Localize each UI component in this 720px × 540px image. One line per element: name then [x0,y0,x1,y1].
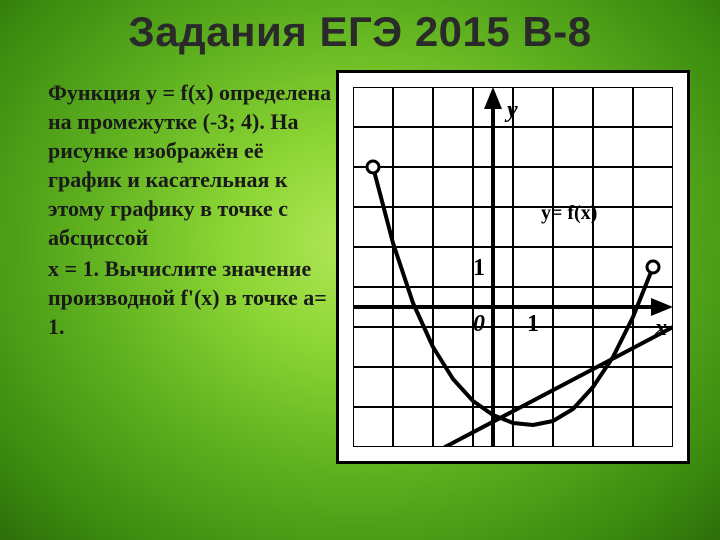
svg-text:y= f(x): y= f(x) [541,202,597,224]
slide: Задания ЕГЭ 2015 В-8 Функция у = f(x) оп… [0,0,720,540]
function-chart: y x 0 1 1 y= f(x) [353,87,673,447]
chart-container: y x 0 1 1 y= f(x) [336,70,690,464]
problem-paragraph-1: Функция у = f(x) определена на промежутк… [48,78,338,252]
page-title: Задания ЕГЭ 2015 В-8 [0,8,720,56]
svg-text:1: 1 [527,311,539,337]
svg-text:y: y [504,97,518,123]
svg-text:x: x [654,315,667,341]
svg-text:0: 0 [473,311,485,337]
svg-text:1: 1 [473,255,485,281]
problem-paragraph-2: х = 1. Вычислите значение производной f'… [48,254,338,341]
problem-text: Функция у = f(x) определена на промежутк… [48,78,338,343]
